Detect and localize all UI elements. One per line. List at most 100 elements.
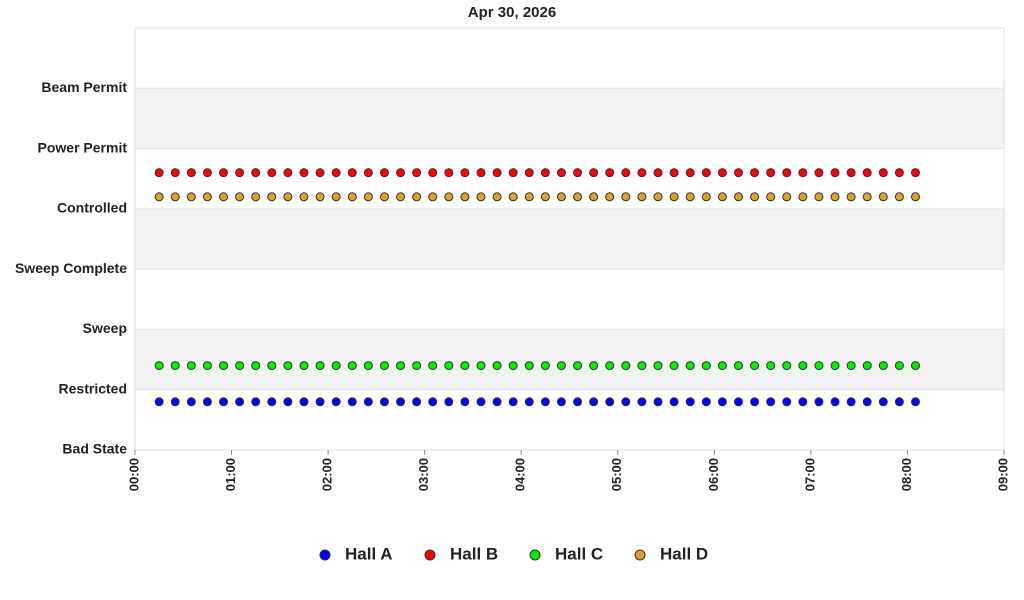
point [621,397,631,407]
point [750,397,760,407]
point [476,361,486,371]
point [219,168,229,178]
point [267,192,277,202]
point [830,168,840,178]
point [492,361,502,371]
point [267,168,277,178]
point [766,397,776,407]
point [347,397,357,407]
point [508,168,518,178]
point [540,168,550,178]
point [782,397,792,407]
point [379,361,389,371]
point [669,397,679,407]
point [202,168,212,178]
point [363,397,373,407]
point [573,168,583,178]
point [637,361,647,371]
point [267,397,277,407]
point [605,397,615,407]
point [717,168,727,178]
point [170,168,180,178]
point [347,361,357,371]
point [283,397,293,407]
point [460,397,470,407]
legend-marker [634,549,646,561]
point [379,168,389,178]
point [862,192,872,202]
point [862,168,872,178]
point [733,397,743,407]
point [830,192,840,202]
point [605,361,615,371]
point [283,168,293,178]
point [315,361,325,371]
point [556,397,566,407]
point [733,361,743,371]
point [186,192,196,202]
point [154,361,164,371]
point [396,397,406,407]
band [135,329,1004,390]
point [814,192,824,202]
point [701,192,711,202]
point [589,361,599,371]
point [878,192,888,202]
band [135,208,1004,270]
point [363,192,373,202]
point [750,168,760,178]
point [685,168,695,178]
legend-label: Hall B [450,544,498,563]
point [154,397,164,407]
point [782,192,792,202]
point [412,361,422,371]
point [476,397,486,407]
point [460,168,470,178]
point [396,168,406,178]
point [476,192,486,202]
y-tick-label: Power Permit [38,139,128,155]
point [251,192,261,202]
point [846,192,856,202]
point [685,397,695,407]
point [444,361,454,371]
point [347,168,357,178]
point [733,168,743,178]
point [894,192,904,202]
y-tick-label: Beam Permit [41,79,127,95]
point [589,397,599,407]
point [701,168,711,178]
point [476,168,486,178]
point [814,361,824,371]
legend-label: Hall C [555,544,603,563]
x-tick-label: 09:00 [995,458,1010,491]
point [589,192,599,202]
band [135,88,1004,149]
point [717,397,727,407]
point [621,192,631,202]
y-tick-label: Bad State [62,441,127,457]
legend-marker [424,549,436,561]
point [363,361,373,371]
point [653,361,663,371]
chart-title: Apr 30, 2026 [468,4,556,21]
point [202,192,212,202]
point [878,397,888,407]
point [219,361,229,371]
point [910,168,920,178]
point [717,361,727,371]
point [685,192,695,202]
point [846,168,856,178]
point [412,168,422,178]
point [524,168,534,178]
point [621,168,631,178]
point [428,192,438,202]
x-tick-label: 07:00 [802,458,817,491]
legend-marker [319,549,331,561]
point [170,192,180,202]
point [379,192,389,202]
point [766,192,776,202]
y-tick-label: Restricted [59,380,127,396]
point [508,397,518,407]
